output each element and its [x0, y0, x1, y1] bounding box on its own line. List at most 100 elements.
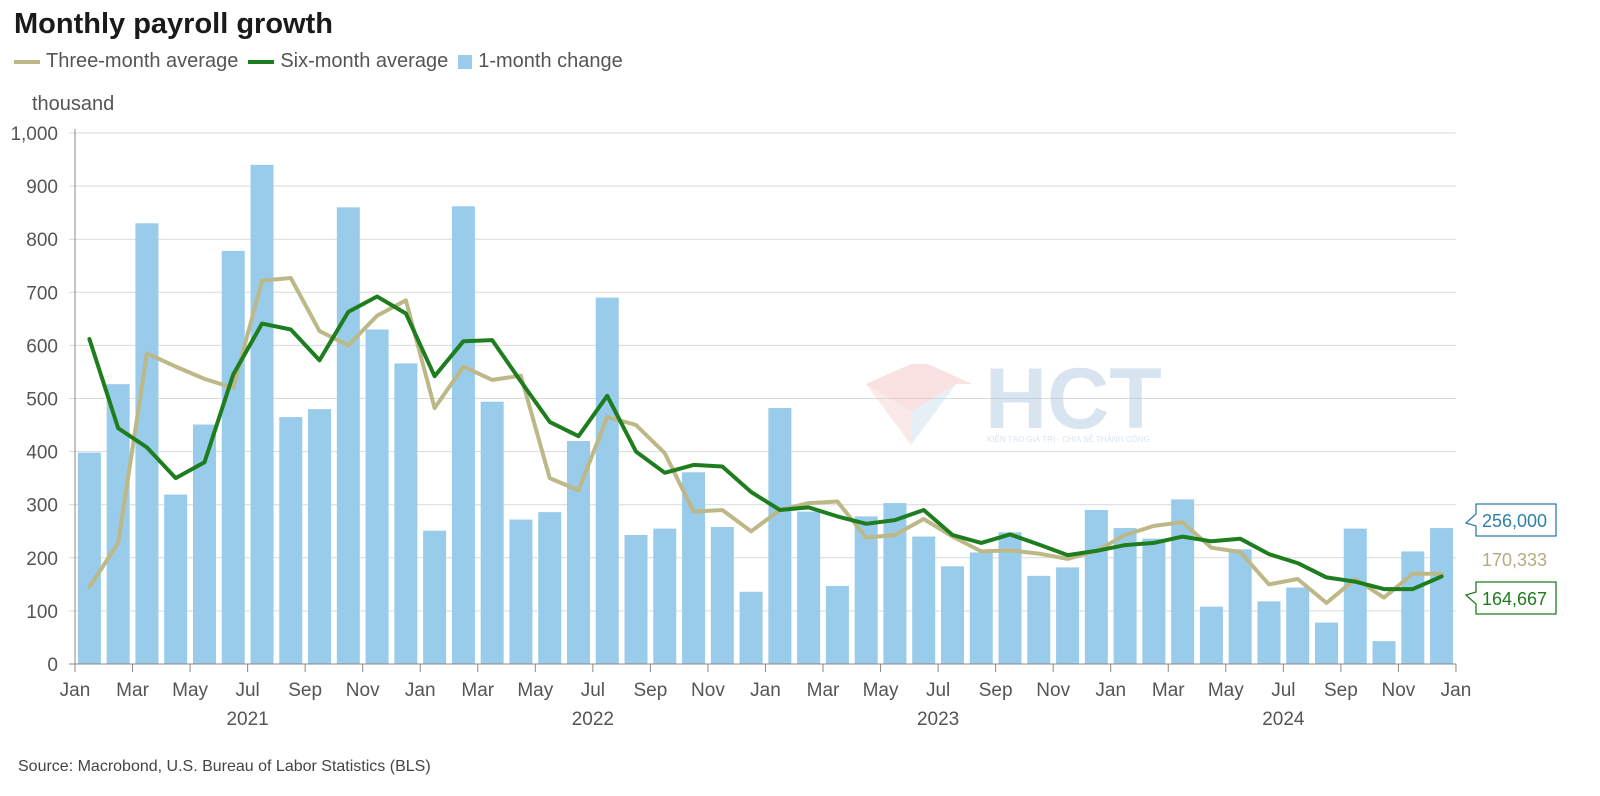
x-tick-label: May — [863, 680, 899, 701]
bar — [998, 532, 1022, 664]
bar — [969, 552, 993, 664]
bar — [1401, 551, 1425, 664]
chart-title: Monthly payroll growth — [14, 8, 333, 40]
bar — [451, 206, 475, 664]
x-tick-label: Jan — [1095, 680, 1126, 701]
y-tick-label: 900 — [26, 177, 58, 198]
x-tick-label: Jul — [1271, 680, 1295, 701]
legend-line-three-month — [14, 59, 40, 64]
y-tick-label: 0 — [47, 655, 58, 676]
bar — [1199, 606, 1223, 664]
bar — [1372, 641, 1396, 664]
bars-layer — [77, 164, 1454, 665]
bar — [1343, 528, 1367, 664]
bar — [480, 401, 504, 664]
bar — [192, 424, 216, 664]
bar — [538, 512, 562, 664]
axis-layer: Jan Mar May Jul Sep Nov Jan Mar May Jul Sep Nov Jan M… — [60, 129, 1471, 730]
x-tick-label: Jul — [235, 680, 259, 701]
y-tick-label: 700 — [26, 283, 58, 304]
x-tick-label: Nov — [1382, 680, 1416, 701]
x-tick-label: Nov — [691, 680, 725, 701]
bar — [1228, 549, 1252, 664]
bar — [940, 566, 964, 664]
bar — [739, 591, 763, 664]
end-label-one-month: 256,000 — [1464, 503, 1557, 537]
x-tick-label: Jan — [750, 680, 781, 701]
watermark-logo: HCT KIẾN TẠO GIÁ TRỊ - CHIA SẺ THÀNH CÔN… — [866, 351, 1162, 447]
x-year-label: 2024 — [1262, 709, 1305, 730]
bar — [1430, 528, 1454, 664]
bar — [566, 440, 590, 664]
watermark-logo-text: HCT — [985, 351, 1162, 447]
x-tick-label: Sep — [288, 680, 322, 701]
end-label-one-month-text: 256,000 — [1482, 511, 1547, 531]
bar — [135, 223, 159, 664]
end-label-one-month-box — [1464, 503, 1557, 537]
bar — [1286, 587, 1310, 664]
bar — [825, 585, 849, 664]
x-tick-label: Mar — [116, 680, 149, 701]
bar — [336, 207, 360, 664]
bar — [768, 408, 792, 664]
x-tick-label: Nov — [346, 680, 380, 701]
bar — [394, 363, 418, 664]
bar — [1113, 528, 1137, 664]
x-tick-label: Mar — [807, 680, 840, 701]
legend-line-six-month — [248, 59, 275, 64]
bar — [1084, 510, 1108, 664]
end-label-six-month: 164,667 — [1464, 581, 1557, 615]
bar — [509, 519, 533, 664]
bar — [710, 527, 734, 664]
bar — [1314, 622, 1338, 664]
x-tick-label: Mar — [1152, 680, 1185, 701]
end-label-six-month-text: 164,667 — [1482, 589, 1547, 609]
x-tick-label: Jan — [405, 680, 436, 701]
bar — [365, 329, 389, 664]
bar — [682, 472, 706, 664]
y-tick-label: 1,000 — [10, 124, 58, 145]
x-tick-label: Sep — [633, 680, 667, 701]
bar — [854, 516, 878, 664]
legend-item-one-month: 1-month change — [458, 50, 623, 73]
y-tick-label: 300 — [26, 496, 58, 517]
y-tick-label: 600 — [26, 336, 58, 357]
x-tick-label: Sep — [1324, 680, 1358, 701]
bar — [221, 250, 245, 664]
x-year-label: 2022 — [572, 709, 614, 730]
x-tick-label: Nov — [1036, 680, 1070, 701]
x-year-label: 2023 — [917, 709, 959, 730]
y-tick-label: 800 — [26, 230, 58, 251]
bar — [595, 297, 619, 664]
watermark-tagline: KIẾN TẠO GIÁ TRỊ - CHIA SẺ THÀNH CÔNG — [987, 434, 1150, 444]
lines-layer — [87, 276, 1444, 605]
y-tick-label: 100 — [26, 602, 58, 623]
bar — [797, 511, 821, 664]
x-tick-label: May — [517, 680, 553, 701]
y-tick-label: 500 — [26, 390, 58, 411]
end-label-three-month-text: 170,333 — [1482, 550, 1547, 570]
end-label-three-month: 170,333 — [1482, 550, 1547, 570]
callout-layer: 256,000 170,333 164,667 — [1464, 503, 1557, 615]
x-tick-label: Jul — [581, 680, 605, 701]
series-line-six-month — [87, 294, 1444, 592]
bar — [1257, 601, 1281, 664]
legend-label-three-month: Three-month average — [46, 50, 239, 72]
bar — [1142, 538, 1166, 664]
bar — [912, 536, 936, 664]
x-tick-label: May — [1208, 680, 1244, 701]
y-tick-label: 400 — [26, 443, 58, 464]
series-line-three-month — [87, 276, 1444, 605]
bar — [77, 452, 101, 664]
bar — [106, 384, 130, 664]
legend-item-six-month: Six-month average — [248, 50, 448, 73]
bar — [883, 503, 907, 664]
y-axis-label: thousand — [32, 93, 114, 115]
bar — [1056, 567, 1080, 664]
end-label-six-month-box — [1464, 581, 1557, 615]
bar — [164, 494, 188, 664]
bar — [279, 417, 303, 664]
bar — [1027, 575, 1051, 664]
x-tick-label: May — [172, 680, 208, 701]
